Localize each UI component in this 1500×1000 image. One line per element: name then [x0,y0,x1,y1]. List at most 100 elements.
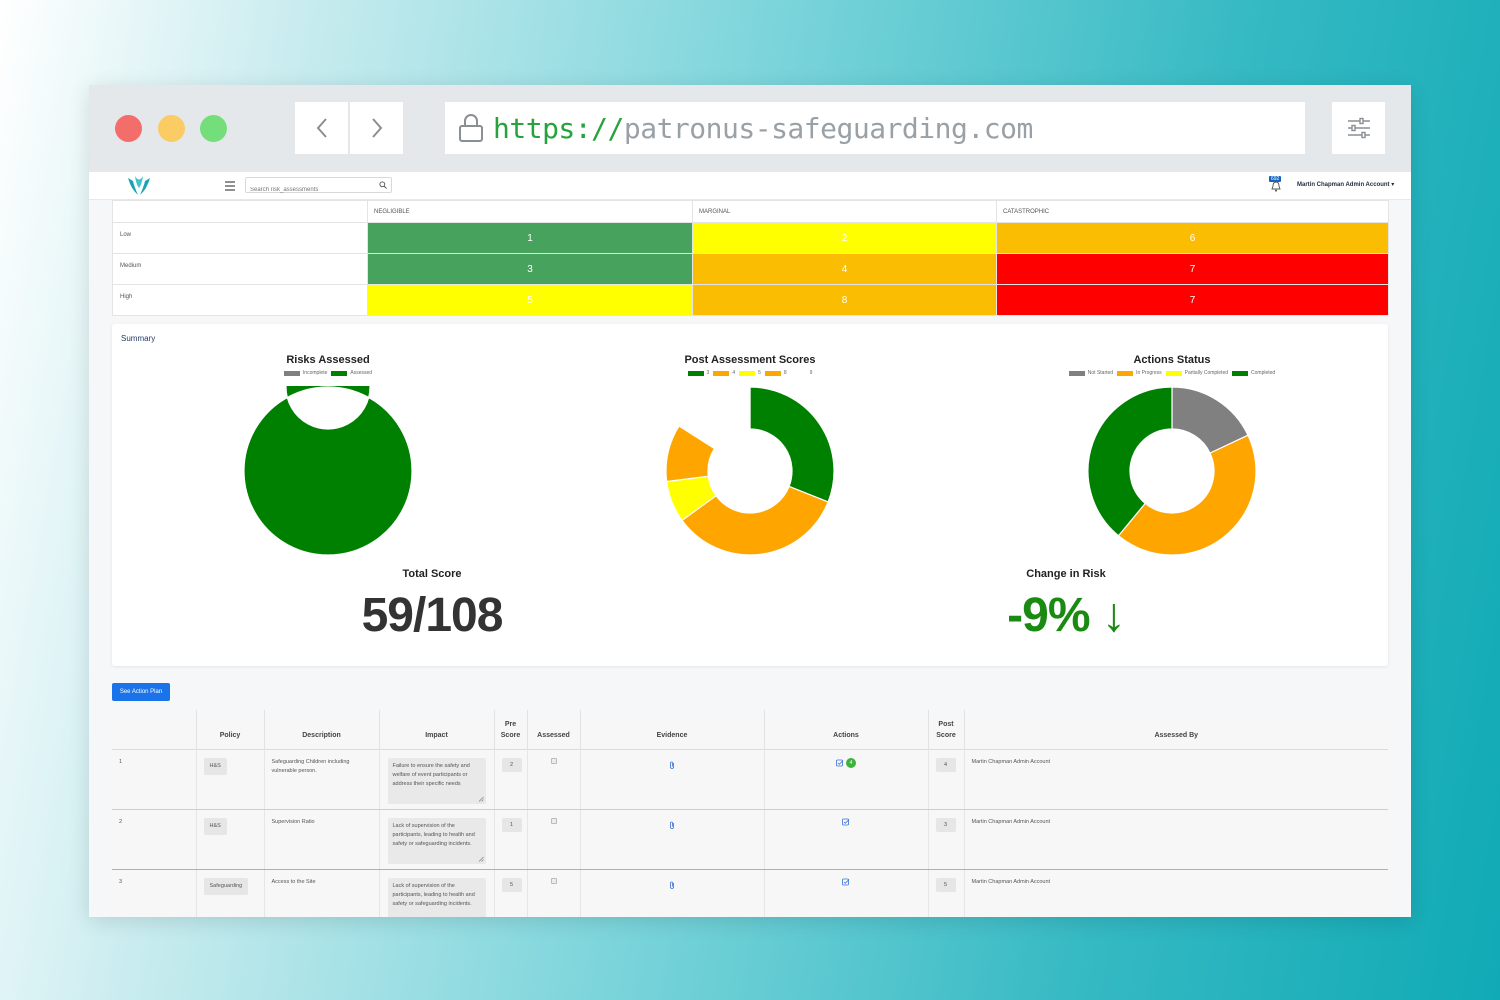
legend-swatch [739,370,756,376]
resize-grip-icon[interactable] [478,856,484,862]
impact-cell: Lack of supervision of the participants,… [378,869,494,918]
risks-assessed-chart: Risks Assessed Incomplete Assessed [198,354,458,556]
post-score-field[interactable]: 3 [935,817,956,832]
legend-label: Incomplete [302,370,328,376]
impact-textarea[interactable]: Lack of supervision of the participants,… [387,877,486,918]
resize-grip-icon[interactable] [478,796,484,802]
legend-swatch [331,370,348,376]
account-menu[interactable]: Martin Chapman Admin Account ▾ [1297,182,1395,188]
maximize-window-button[interactable] [200,115,227,142]
paperclip-icon[interactable] [669,821,675,829]
chart-title: Actions Status [1133,354,1211,366]
policy-cell: H&S [195,748,264,810]
pre-score-field[interactable]: 2 [501,757,522,772]
donut-slice[interactable] [678,386,751,450]
matrix-cell: 8 [692,284,997,316]
legend-swatch [283,370,300,376]
minimize-window-button[interactable] [158,115,185,142]
change-percent: -9% [1007,589,1090,642]
search-input[interactable] [246,183,371,197]
settings-button[interactable] [1332,102,1385,154]
policy-field[interactable]: H&S [203,817,227,835]
donut-slice[interactable] [243,386,413,556]
assessed-checkbox[interactable] [550,817,557,824]
matrix-cell: 5 [367,284,693,316]
post-score-field[interactable]: 4 [935,757,956,772]
patronus-logo[interactable] [125,175,153,197]
donut-slice[interactable] [1117,434,1257,556]
column-header: Post Score [927,710,964,749]
legend-item[interactable]: 8 [764,370,787,376]
impact-textarea[interactable]: Lack of supervision of the participants,… [387,817,486,864]
post-score-cell: 3 [927,809,964,870]
address-bar[interactable]: https://patronus-safeguarding.com [445,102,1305,154]
legend-label: 3 [706,370,710,376]
legend-item[interactable]: Completed [1232,370,1275,376]
paperclip-icon[interactable] [669,761,675,769]
legend-item[interactable]: 3 [687,370,710,376]
assessed-checkbox[interactable] [550,757,557,764]
total-score-value: 59/108 [361,589,504,642]
chart-legend: Not Started In Progress Partially Complete… [1042,370,1302,376]
column-header: Evidence [579,710,764,749]
change-in-risk-value: -9% ↓ [966,588,1166,643]
browser-chrome: https://patronus-safeguarding.com [89,85,1411,172]
donut-chart [665,386,835,556]
evidence-cell [579,869,764,917]
chart-legend: 3 4 5 8 9 [620,370,880,376]
pre-score-cell: 1 [493,809,527,870]
matrix-cell: 3 [367,253,693,285]
back-button[interactable] [295,102,348,154]
legend-item[interactable]: 4 [713,370,735,376]
close-window-button[interactable] [115,115,142,142]
paperclip-icon[interactable] [669,881,675,889]
assessed-cell [526,869,580,917]
pre-score-field[interactable]: 1 [501,817,522,832]
bell-icon [1271,181,1281,192]
legend-label: 4 [732,370,736,376]
notification-badge: 692 [1269,176,1282,182]
checkbox-edit-icon[interactable] [842,878,850,886]
actions-status-chart: Actions Status Not Started In Progress Par… [1042,354,1302,556]
see-action-plan-button[interactable]: See Action Plan [112,683,170,701]
legend-item[interactable]: Assessed [331,370,372,376]
legend-item[interactable]: Partially Completed [1165,370,1228,376]
legend-label: Assessed [350,370,373,376]
impact-cell: Failure to ensure the safety and welfare… [378,748,494,810]
donut-slice[interactable] [1087,386,1173,537]
assessed-by-cell: Martin Chapman Admin Account [963,748,1388,810]
legend-item[interactable]: 5 [739,370,761,376]
assessed-cell [526,748,580,810]
legend-item[interactable]: Incomplete [283,370,328,376]
donut-slice[interactable] [749,386,835,503]
legend-swatch [713,370,730,376]
lock-icon [459,114,483,142]
chevron-left-icon [316,118,327,138]
change-in-risk-label: Change in Risk [1026,568,1106,580]
resize-grip-icon[interactable] [478,916,484,918]
chart-legend: Incomplete Assessed [198,370,458,376]
checkbox-edit-icon[interactable] [836,759,844,767]
donut-slice[interactable] [681,485,829,556]
legend-item[interactable]: Not Started [1068,370,1113,376]
policy-field[interactable]: Safeguarding [203,877,249,895]
checkbox-edit-icon[interactable] [842,818,850,826]
pre-score-cell: 5 [493,869,527,917]
search-icon[interactable] [379,181,387,189]
notifications-button[interactable]: 692 [1269,176,1283,192]
donut-chart [1087,386,1257,556]
matrix-cell: 1 [367,222,693,254]
post-score-field[interactable]: 5 [935,877,956,892]
pre-score-field[interactable]: 5 [501,877,522,892]
table-row: 1 H&S Safeguarding Children including vu… [112,748,1388,810]
hamburger-menu-icon[interactable] [223,179,237,193]
policy-field[interactable]: H&S [203,757,227,775]
legend-label: Completed [1251,370,1276,376]
assessed-checkbox[interactable] [550,877,557,884]
actions-cell: 4 [763,748,928,810]
forward-button[interactable] [350,102,403,154]
change-in-risk-stat: Change in Risk -9% ↓ [966,568,1166,643]
legend-item[interactable]: 9 [790,370,812,376]
impact-textarea[interactable]: Failure to ensure the safety and welfare… [387,757,486,804]
legend-item[interactable]: In Progress [1117,370,1162,376]
